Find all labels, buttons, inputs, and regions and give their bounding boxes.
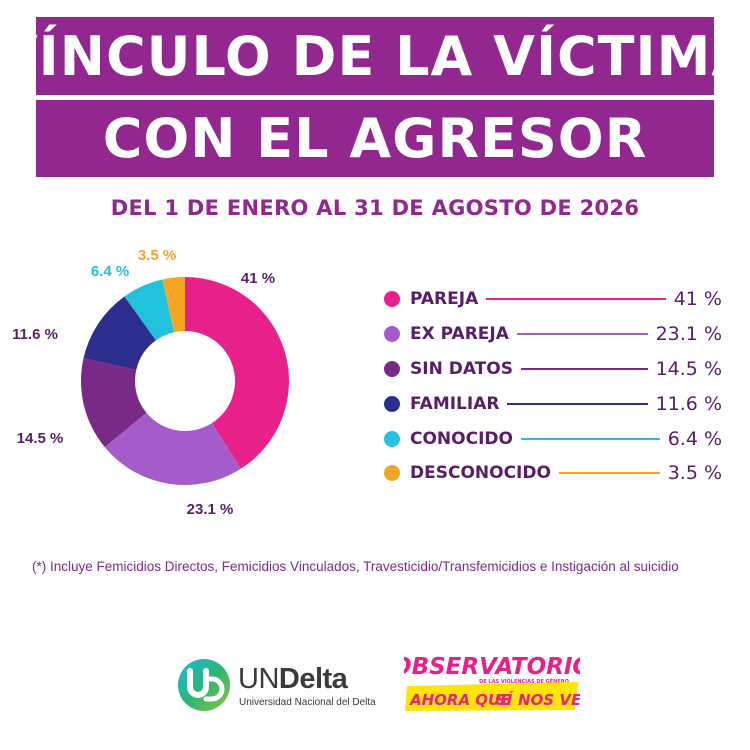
observatorio-tagline-left: AHORA QUE	[409, 691, 511, 709]
donut-chart: 41 % 23.1 % 14.5 % 11.6 % 6.4 % 3.5 %	[12, 247, 290, 518]
legend-connector-line	[520, 367, 648, 370]
legend-item-pareja: PAREJA 41 %	[384, 282, 722, 317]
chart-legend: PAREJA 41 % EX PAREJA 23.1 % SIN DATOS 14.5 %…	[384, 282, 722, 491]
legend-dot-icon	[384, 465, 400, 482]
legend-label: PAREJA	[410, 289, 479, 310]
legend-item-ex-pareja: EX PAREJA 23.1 %	[384, 317, 722, 352]
legend-label: EX PAREJA	[410, 324, 509, 345]
donut-slice-desconocido	[162, 277, 185, 333]
title-line-1: VÍNCULO DE LA VÍCTIMA	[0, 17, 750, 95]
legend-value: 14.5 %	[655, 357, 722, 380]
donut-slice-sin-datos	[80, 358, 147, 448]
undelta-logo: UNDelta Universidad Nacional del Delta	[176, 655, 386, 715]
observatorio-logo: OBSERVATORIO DE LAS VIOLENCIAS DE GÉNERO…	[404, 654, 580, 711]
legend-value: 23.1 %	[655, 323, 722, 346]
legend-item-desconocido: DESCONOCIDO 3.5 %	[384, 456, 722, 491]
legend-connector-line	[558, 472, 660, 475]
legend-dot-icon	[384, 326, 400, 343]
footnote: (*) Incluye Femicidios Directos, Femicid…	[32, 559, 679, 574]
donut-slice-ex-pareja	[104, 412, 241, 486]
donut-slice-conocido	[124, 279, 175, 341]
legend-value: 41 %	[673, 288, 722, 311]
observatorio-tagline-mark: SÍ	[496, 690, 514, 709]
slice-label-ex-pareja: 23.1 %	[187, 501, 234, 518]
slice-label-conocido: 6.4 %	[91, 263, 129, 280]
legend-label: SIN DATOS	[410, 358, 513, 379]
undelta-subtitle: Universidad Nacional del Delta	[239, 697, 376, 708]
legend-value: 11.6 %	[655, 392, 722, 415]
observatorio-subtitle: DE LAS VIOLENCIAS DE GÉNERO	[479, 677, 569, 685]
legend-label: FAMILIAR	[410, 393, 500, 414]
observatorio-tagline-right: NOS VEN	[518, 691, 580, 709]
chart-subtitle: DEL 1 DE ENERO AL 31 DE AGOSTO DE 2026	[110, 196, 640, 220]
legend-dot-icon	[384, 430, 400, 447]
slice-label-sin-datos: 14.5 %	[17, 430, 64, 447]
slice-label-pareja: 41 %	[241, 270, 275, 287]
observatorio-title: OBSERVATORIO	[404, 654, 580, 680]
undelta-mark-icon	[178, 659, 230, 711]
legend-dot-icon	[384, 291, 400, 308]
slice-label-desconocido: 3.5 %	[138, 247, 176, 264]
donut-slice-familiar	[83, 296, 156, 371]
title-line-2: CON EL AGRESOR	[36, 100, 714, 177]
legend-value: 3.5 %	[667, 462, 722, 485]
undelta-name: UNDelta	[238, 663, 348, 695]
legend-item-familiar: FAMILIAR 11.6 %	[384, 386, 722, 421]
slice-label-familiar: 11.6 %	[12, 326, 58, 343]
legend-label: CONOCIDO	[410, 428, 513, 449]
legend-item-conocido: CONOCIDO 6.4 %	[384, 421, 722, 456]
legend-item-sin-datos: SIN DATOS 14.5 %	[384, 352, 722, 387]
legend-connector-line	[520, 437, 660, 440]
legend-label: DESCONOCIDO	[410, 463, 551, 484]
legend-value: 6.4 %	[667, 427, 722, 450]
legend-connector-line	[516, 333, 648, 336]
donut-slice-pareja	[185, 277, 290, 469]
legend-connector-line	[486, 298, 666, 301]
legend-connector-line	[507, 402, 648, 405]
legend-dot-icon	[384, 360, 400, 377]
legend-dot-icon	[384, 395, 400, 412]
